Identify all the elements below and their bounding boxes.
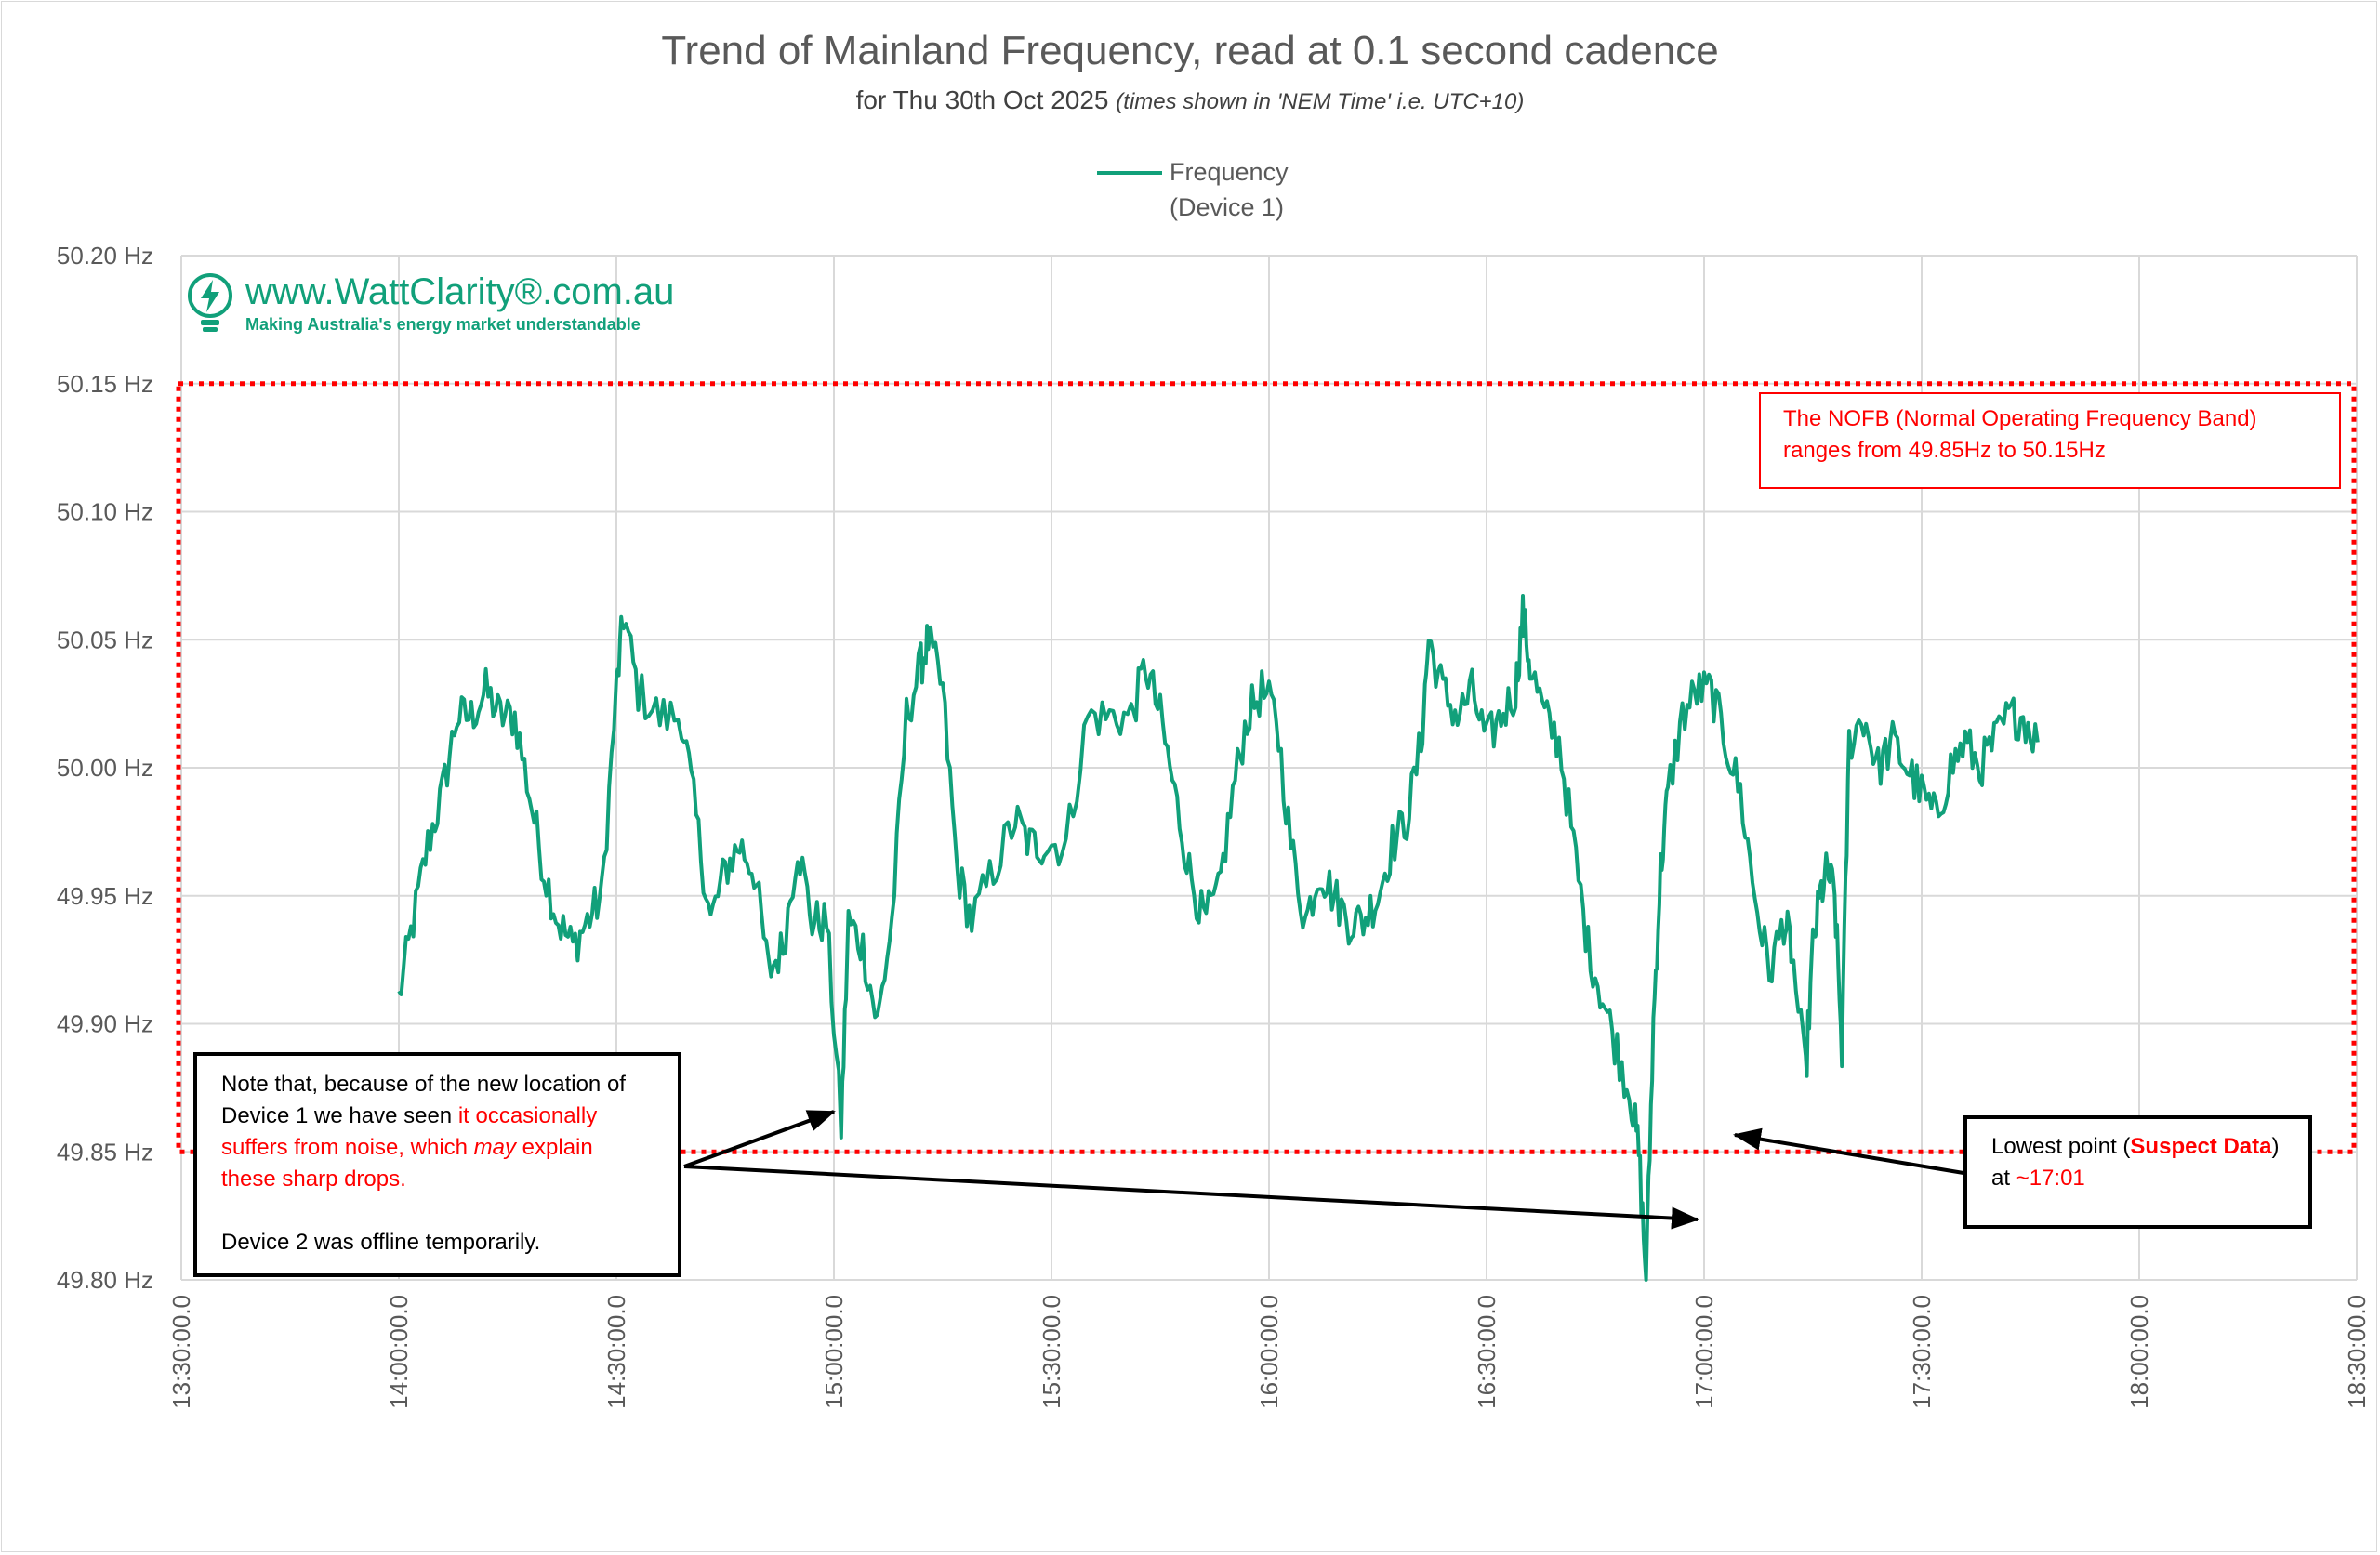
chart-subtitle-main: for Thu 30th Oct 2025 [855, 86, 1109, 114]
x-tick-label: 15:30:00.0 [1038, 1295, 1065, 1409]
y-tick-label: 49.90 Hz [57, 1010, 153, 1038]
x-tick-label: 14:30:00.0 [602, 1295, 630, 1409]
x-tick-label: 15:00:00.0 [820, 1295, 848, 1409]
y-tick-label: 50.10 Hz [57, 498, 153, 526]
lowest-line1: Lowest point (Suspect Data) [1991, 1134, 2280, 1159]
y-axis: 49.80 Hz 49.85 Hz 49.90 Hz 49.95 Hz 50.00 Hz… [57, 242, 153, 1294]
note-line2: Device 1 we have seen it occasionally [221, 1103, 598, 1128]
logo-tagline: Making Australia's energy market underst… [245, 315, 641, 334]
x-tick-label: 18:30:00.0 [2343, 1295, 2371, 1409]
series-frequency [397, 594, 2040, 1282]
nofb-annotation: The NOFB (Normal Operating Frequency Ban… [1759, 392, 2341, 489]
legend-label-line1: Frequency [1170, 158, 1289, 186]
lowest-point-box: Lowest point (Suspect Data) at ~17:01 [1964, 1115, 2312, 1229]
x-tick-label: 17:00:00.0 [1690, 1295, 1718, 1409]
note-line1: Note that, because of the new location o… [221, 1072, 626, 1097]
legend-label-line2: (Device 1) [1170, 193, 1285, 221]
y-tick-label: 50.00 Hz [57, 754, 153, 782]
x-tick-label: 16:00:00.0 [1255, 1295, 1283, 1409]
annotation-arrow [683, 1165, 1699, 1230]
chart-legend: Frequency (Device 1) [1097, 154, 1289, 225]
chart-subtitle-note: (times shown in 'NEM Time' i.e. UTC+10) [1116, 89, 1525, 114]
grid-lines [180, 255, 2358, 1281]
x-tick-label: 13:30:00.0 [167, 1295, 195, 1409]
y-tick-label: 50.20 Hz [57, 242, 153, 270]
note-line3: suffers from noise, which may explain [221, 1135, 593, 1160]
x-tick-label: 16:30:00.0 [1473, 1295, 1501, 1409]
annotation-arrow [683, 1110, 836, 1168]
y-tick-label: 49.80 Hz [57, 1266, 153, 1294]
nofb-line1: The NOFB (Normal Operating Frequency Ban… [1783, 406, 2257, 431]
nofb-line2: ranges from 49.85Hz to 50.15Hz [1783, 438, 2106, 463]
y-tick-label: 49.85 Hz [57, 1138, 153, 1166]
annotation-arrow [1733, 1127, 1964, 1175]
x-tick-label: 18:00:00.0 [2125, 1295, 2153, 1409]
y-tick-label: 50.15 Hz [57, 370, 153, 398]
x-tick-label: 14:00:00.0 [385, 1295, 413, 1409]
noise-note-box: Note that, because of the new location o… [193, 1052, 681, 1277]
note-line5: Device 2 was offline temporarily. [221, 1230, 541, 1255]
wattclarity-logo: www.WattClarity®.com.au Making Australia… [184, 271, 674, 335]
x-axis: 13:30:00.0 14:00:00.0 14:30:00.0 15:00:00.0… [167, 1295, 2371, 1409]
legend-swatch [1097, 171, 1162, 175]
logo-url: www.WattClarity®.com.au [245, 271, 675, 312]
chart-subtitle: for Thu 30th Oct 2025 (times shown in 'N… [0, 86, 2380, 115]
lightbulb-bolt-icon [188, 273, 232, 332]
lowest-line2: at ~17:01 [1991, 1166, 2085, 1191]
note-line4: these sharp drops. [221, 1166, 406, 1192]
series-frequency-line [397, 594, 2040, 1282]
annotation-arrows [683, 1110, 1964, 1230]
chart-title: Trend of Mainland Frequency, read at 0.1… [661, 28, 1719, 73]
nofb-band [176, 381, 2357, 1154]
y-tick-label: 49.95 Hz [57, 882, 153, 910]
legend-label: Frequency (Device 1) [1170, 154, 1289, 225]
x-tick-label: 17:30:00.0 [1908, 1295, 1936, 1409]
y-tick-label: 50.05 Hz [57, 626, 153, 653]
